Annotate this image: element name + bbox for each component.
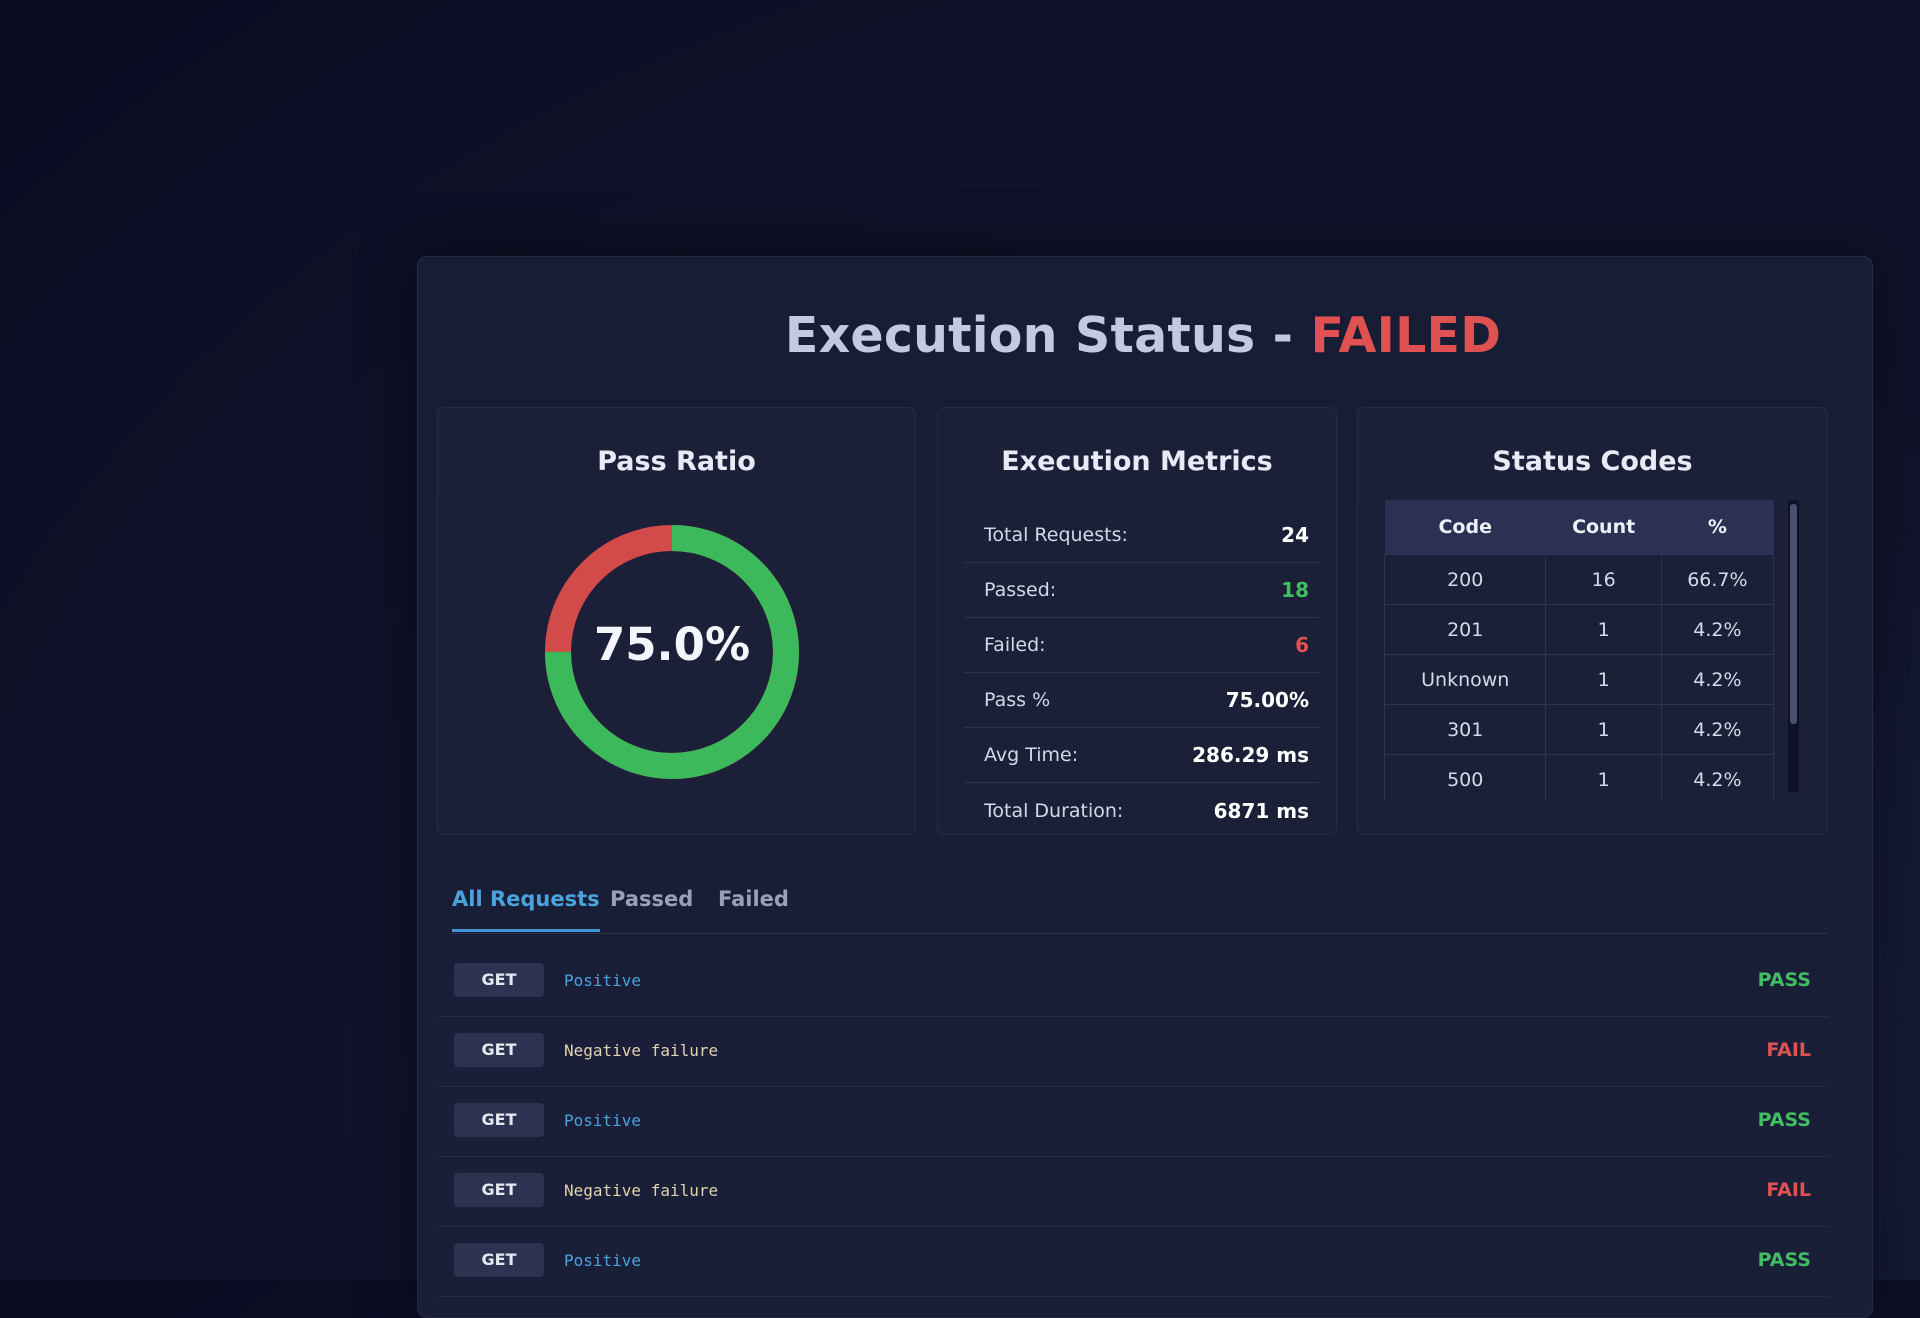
pass-ratio-value: 75.0% (593, 618, 751, 671)
metric-label: Pass % (984, 689, 1051, 711)
request-list: GET Positive PASS GET Negative failure F… (437, 947, 1828, 1297)
metric-label: Total Requests: (984, 524, 1128, 546)
request-filter-tabs: All Requests Passed Failed (452, 877, 1828, 934)
status-codes-table: Code Count % 200 16 66.7% 201 1 4.2% (1384, 500, 1774, 800)
request-result-badge: FAIL (1766, 1179, 1811, 1201)
column-header-code: Code (1384, 500, 1546, 555)
metric-value: 18 (1281, 578, 1309, 602)
metric-total-duration: Total Duration: 6871 ms (964, 783, 1319, 838)
metric-passed: Passed: 18 (964, 563, 1319, 618)
table-cell: 201 (1384, 604, 1547, 655)
request-name: Positive (564, 971, 642, 990)
execution-status-badge: FAILED (1310, 307, 1502, 364)
request-result-badge: FAIL (1766, 1039, 1811, 1061)
metric-label: Avg Time: (984, 744, 1079, 766)
status-codes-title: Status Codes (1492, 446, 1693, 477)
tab-failed[interactable]: Failed (718, 887, 789, 911)
metric-value: 6871 ms (1213, 798, 1309, 823)
metric-label: Passed: (984, 579, 1057, 601)
column-header-percent: % (1661, 500, 1774, 555)
http-method-badge: GET (454, 963, 544, 997)
table-row: 201 1 4.2% (1384, 604, 1774, 655)
list-item[interactable]: GET Positive PASS (437, 1087, 1828, 1157)
pass-ratio-donut: 75.0% (542, 522, 802, 782)
page-title: Execution Status - FAILED (418, 307, 1868, 364)
table-cell: 500 (1384, 754, 1547, 800)
execution-metrics-card: Execution Metrics Total Requests: 24 Pas… (937, 407, 1337, 835)
http-method-badge: GET (454, 1173, 544, 1207)
list-item[interactable]: GET Negative failure FAIL (437, 1157, 1828, 1227)
page-title-text: Execution Status - (784, 307, 1294, 364)
execution-metrics-title: Execution Metrics (1001, 446, 1273, 477)
table-cell: 4.2% (1660, 754, 1774, 800)
tab-all-requests[interactable]: All Requests (452, 887, 600, 932)
metric-label: Failed: (984, 634, 1046, 656)
donut-pass-segment (545, 525, 799, 779)
metric-total-requests: Total Requests: 24 (964, 508, 1319, 563)
table-row: 200 16 66.7% (1384, 554, 1774, 605)
table-header-row: Code Count % (1384, 500, 1774, 555)
metric-value: 6 (1295, 633, 1309, 657)
http-method-badge: GET (454, 1033, 544, 1067)
status-codes-card: Status Codes Code Count % 200 16 66.7% (1357, 407, 1828, 835)
metric-pass-percent: Pass % 75.00% (964, 673, 1319, 728)
request-name: Negative failure (564, 1041, 719, 1060)
request-name: Positive (564, 1111, 642, 1130)
list-item[interactable]: GET Negative failure FAIL (437, 1017, 1828, 1087)
table-row: Unknown 1 4.2% (1384, 654, 1774, 705)
table-cell: 4.2% (1660, 654, 1774, 705)
table-cell: 66.7% (1660, 554, 1774, 605)
execution-report: Execution Status - FAILED Pass Ratio 75.… (417, 256, 1873, 1318)
pass-ratio-title: Pass Ratio (597, 446, 756, 477)
metric-avg-time: Avg Time: 286.29 ms (964, 728, 1319, 783)
table-cell: 1 (1545, 754, 1662, 800)
column-header-count: Count (1545, 500, 1662, 555)
metric-failed: Failed: 6 (964, 618, 1319, 673)
status-codes-scrollbar[interactable] (1788, 500, 1799, 792)
list-item[interactable]: GET Positive PASS (437, 947, 1828, 1017)
table-cell: 301 (1384, 704, 1547, 755)
metric-value: 24 (1281, 523, 1309, 547)
donut-chart (545, 525, 799, 779)
table-row: 301 1 4.2% (1384, 704, 1774, 755)
table-row: 500 1 4.2% (1384, 754, 1774, 800)
tab-passed[interactable]: Passed (610, 887, 694, 911)
request-name: Positive (564, 1251, 642, 1270)
metric-label: Total Duration: (984, 799, 1124, 822)
request-name: Negative failure (564, 1181, 719, 1200)
list-item[interactable]: GET Positive PASS (437, 1227, 1828, 1297)
table-cell: 16 (1545, 554, 1662, 605)
table-cell: 1 (1545, 654, 1662, 705)
http-method-badge: GET (454, 1243, 544, 1277)
table-cell: 200 (1384, 554, 1547, 605)
request-result-badge: PASS (1757, 1249, 1811, 1271)
request-result-badge: PASS (1757, 969, 1811, 991)
metric-value: 286.29 ms (1192, 743, 1309, 767)
request-result-badge: PASS (1757, 1109, 1811, 1131)
metrics-list: Total Requests: 24 Passed: 18 Failed: 6 … (964, 508, 1319, 838)
table-cell: Unknown (1384, 654, 1547, 705)
http-method-badge: GET (454, 1103, 544, 1137)
table-cell: 1 (1545, 604, 1662, 655)
pass-ratio-card: Pass Ratio 75.0% (437, 407, 916, 835)
scrollbar-thumb[interactable] (1790, 504, 1797, 724)
table-cell: 4.2% (1660, 704, 1774, 755)
table-cell: 1 (1545, 704, 1662, 755)
status-codes-table-container[interactable]: Code Count % 200 16 66.7% 201 1 4.2% (1384, 500, 1774, 800)
metric-value: 75.00% (1225, 688, 1309, 712)
table-cell: 4.2% (1660, 604, 1774, 655)
